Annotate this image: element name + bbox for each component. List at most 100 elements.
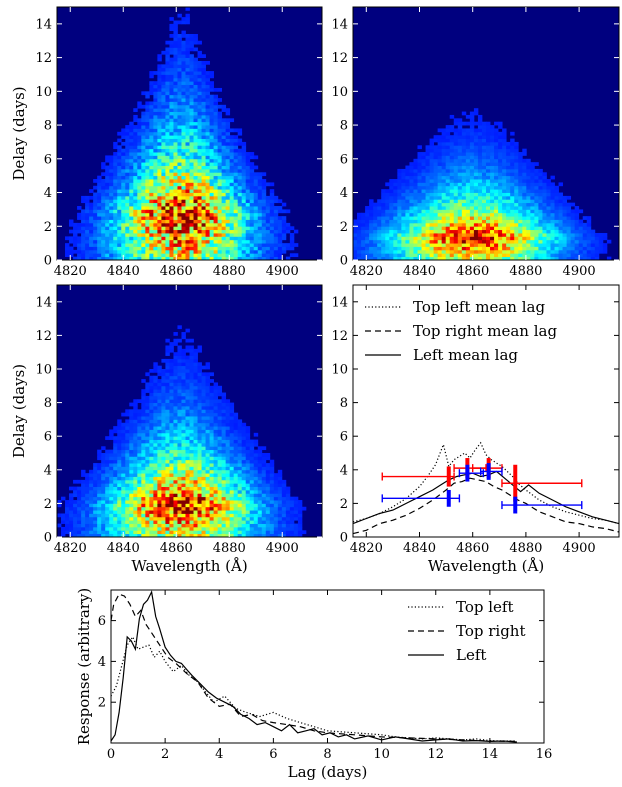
heatmap-cell [534, 209, 539, 214]
heatmap-cell [257, 209, 263, 214]
heatmap-cell [421, 246, 426, 251]
heatmap-cell [193, 523, 198, 528]
heatmap-cell [109, 219, 114, 224]
heatmap-cell [181, 246, 186, 251]
heatmap-cell [514, 158, 519, 163]
heatmap-cell [437, 141, 443, 146]
heatmap-cell [157, 165, 162, 170]
heatmap-cell [486, 175, 491, 180]
heatmap-cell [177, 87, 182, 92]
heatmap-cell [401, 195, 406, 200]
heatmap-cell [189, 165, 194, 170]
heatmap-cell [177, 226, 182, 231]
heatmap-cell [137, 493, 142, 498]
heatmap-cell [433, 229, 439, 234]
heatmap-cell [161, 479, 166, 484]
heatmap-cell [481, 216, 487, 220]
heatmap-cell [93, 199, 98, 204]
heatmap-cell [546, 239, 551, 244]
heatmap-cell [558, 192, 563, 197]
heatmap-cell [161, 77, 166, 82]
heatmap-cell [445, 216, 451, 220]
heatmap-cell [534, 195, 539, 200]
heatmap-cell [546, 229, 551, 234]
heatmap-cell [133, 233, 138, 237]
heatmap-cell [145, 114, 150, 119]
heatmap-cell [502, 195, 507, 200]
heatmap-cell [465, 236, 471, 241]
heatmap-cell [201, 199, 206, 204]
heatmap-cell [449, 216, 455, 220]
heatmap-cell [177, 533, 182, 537]
heatmap-cell [169, 486, 174, 491]
heatmap-cell [113, 256, 118, 260]
heatmap-cell [393, 246, 398, 251]
heatmap-cell [253, 182, 259, 187]
heatmap-cell [477, 249, 483, 254]
heatmap-cell [201, 71, 206, 75]
heatmap-cell [265, 483, 271, 487]
heatmap-cell [185, 229, 190, 234]
heatmap-cell [181, 104, 186, 109]
heatmap-cell [73, 239, 78, 244]
heatmap-cell [117, 513, 122, 518]
heatmap-cell [413, 168, 418, 173]
heatmap-cell [185, 253, 190, 258]
heatmap-cell [125, 195, 130, 200]
heatmap-cell [253, 165, 259, 170]
heatmap-cell [169, 506, 174, 511]
heatmap-cell [177, 185, 182, 190]
heatmap-cell [193, 91, 198, 96]
heatmap-cell [550, 216, 555, 220]
heatmap-cell [169, 17, 174, 21]
heatmap-cell [225, 496, 231, 501]
heatmap-cell [213, 513, 219, 518]
heatmap-cell [117, 168, 122, 173]
heatmap-cell [229, 486, 235, 491]
heatmap-cell [277, 209, 283, 214]
heatmap-cell [113, 165, 118, 170]
heatmap-cell [377, 202, 382, 207]
heatmap-cell [538, 168, 543, 173]
heatmap-cell [530, 195, 535, 200]
heatmap-cell [490, 152, 495, 156]
heatmap-cell [177, 503, 182, 508]
heatmap-cell [469, 165, 475, 170]
heatmap-cell [289, 533, 295, 537]
heatmap-cell [93, 195, 98, 200]
heatmap-cell [81, 199, 86, 204]
heatmap-cell [209, 179, 214, 183]
heatmap-cell [157, 219, 162, 224]
heatmap-cell [141, 479, 146, 484]
heatmap-cell [141, 496, 146, 501]
heatmap-cell [133, 516, 138, 521]
heatmap-cell [413, 189, 418, 193]
heatmap-cell [293, 506, 299, 511]
heatmap-cell [433, 212, 439, 217]
heatmap-cell [173, 513, 178, 518]
heatmap-cell [137, 185, 142, 190]
heatmap-cell [145, 209, 150, 214]
heatmap-cell [538, 172, 543, 177]
heatmap-cell [506, 243, 511, 247]
y-tick-label: 6 [340, 152, 348, 167]
heatmap-cell [225, 236, 231, 241]
heatmap-cell [197, 483, 202, 487]
heatmap-cell [181, 91, 186, 96]
heatmap-cell [433, 226, 439, 231]
heatmap-cell [465, 152, 471, 156]
heatmap-cell [101, 253, 106, 258]
heatmap-cell [490, 175, 495, 180]
heatmap-cell [269, 243, 275, 247]
heatmap-cell [221, 222, 227, 227]
heatmap-cell [405, 172, 410, 177]
heatmap-cell [602, 249, 608, 254]
heatmap-cell [433, 155, 439, 160]
heatmap-cell [101, 516, 106, 521]
heatmap-cell [125, 520, 130, 524]
heatmap-cell [530, 236, 535, 241]
heatmap-cell [261, 182, 267, 187]
heatmap-cell [221, 162, 227, 166]
heatmap-cell [145, 530, 150, 535]
